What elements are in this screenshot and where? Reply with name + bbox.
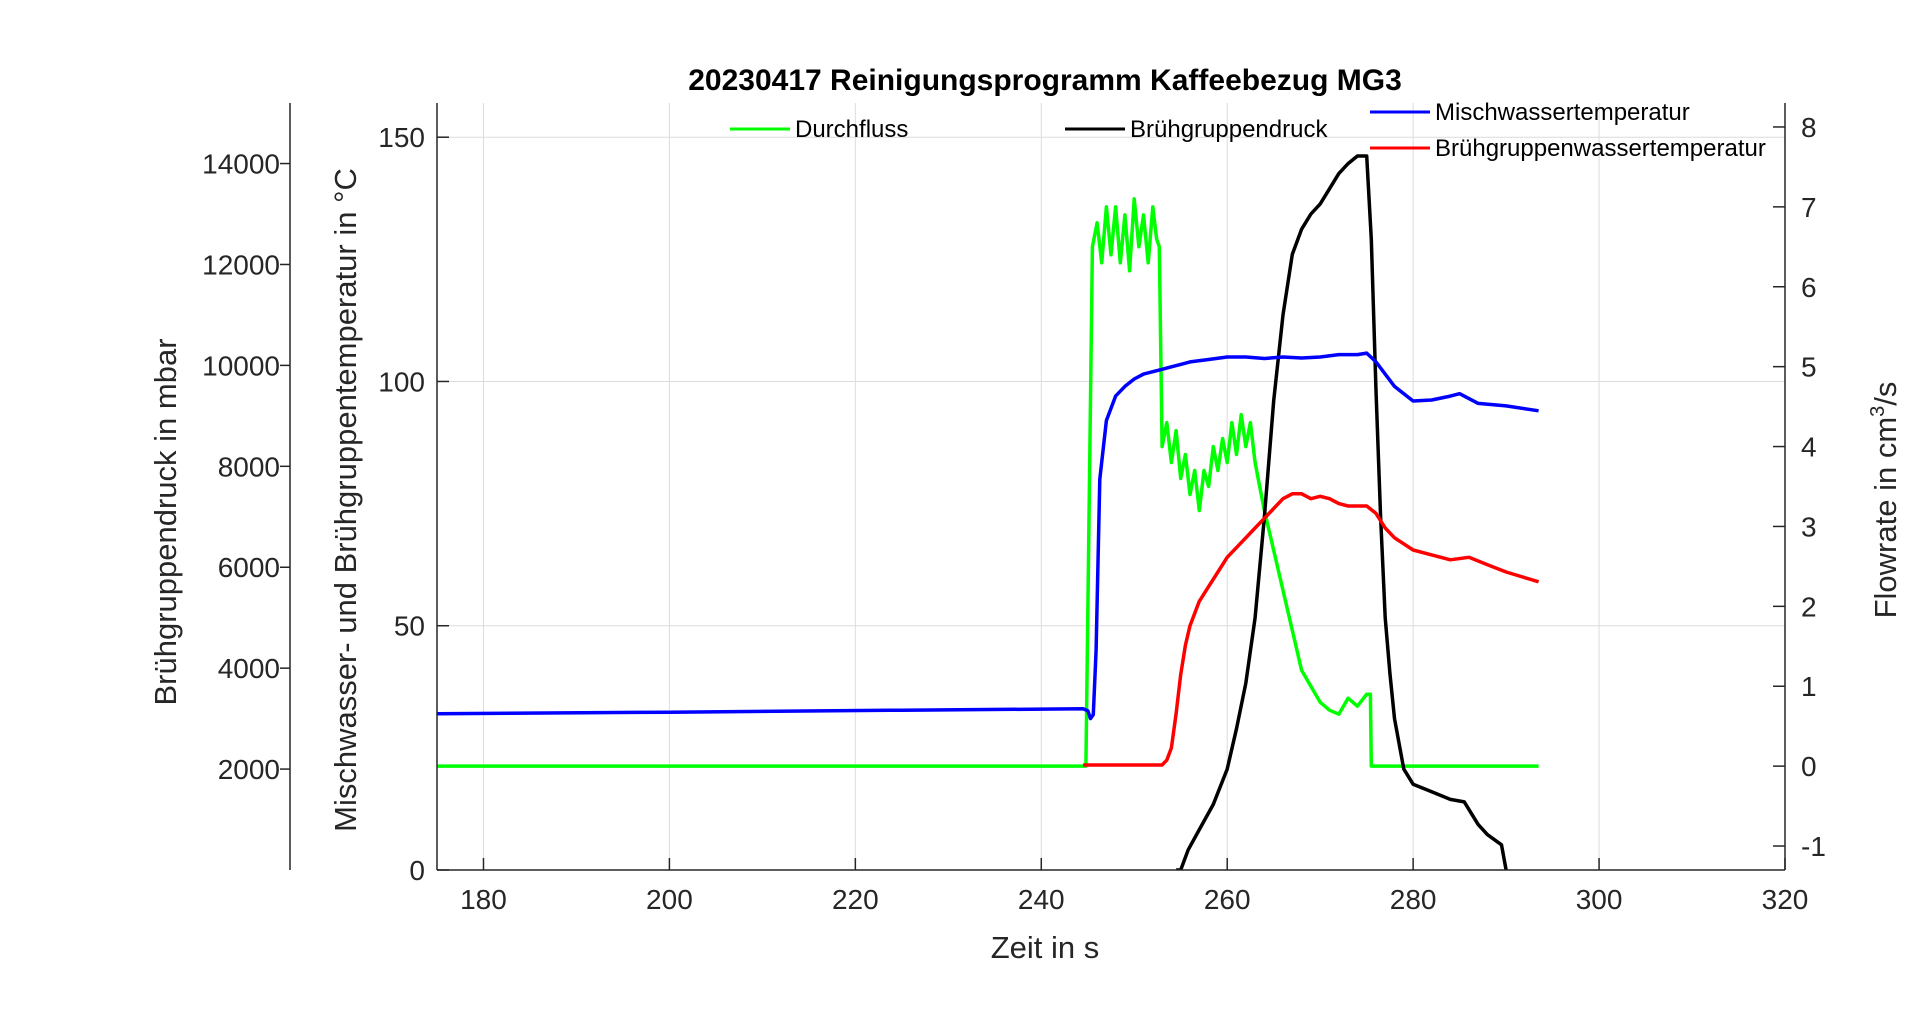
left-y-tick-label: 10000 [202,350,280,381]
left-y-tick-label: 14000 [202,149,280,180]
left-y-tick-label: 2000 [218,754,280,785]
series-line-bruehgruppendruck [1176,154,1508,870]
x-tick-label: 260 [1204,884,1251,915]
right-axis-label-suffix: /s [1868,382,1903,406]
legend-label-bruehgruppendruck: Brühgruppendruck [1130,116,1328,143]
middle-y-tick-label: 150 [378,122,425,153]
right-y-tick-label: 4 [1801,432,1817,463]
left-y-tick-label: 8000 [218,451,280,482]
grid-lines [437,103,1785,870]
x-axis-label: Zeit in s [991,930,1100,965]
right-y-tick-label: 1 [1801,671,1817,702]
series-lines [437,154,1540,870]
right-y-tick-label: 8 [1801,112,1817,143]
middle-axis-label: Mischwasser- und Brühgruppentemperatur i… [328,168,363,832]
series-line-bruehgruppenwassertemperatur [1083,492,1540,767]
right-y-tick-label: 7 [1801,192,1817,223]
right-axis-label-superscript: 3 [1867,406,1889,417]
series-line-mischwassertemperatur [437,351,1539,721]
legend: Durchfluss Brühgruppendruck Mischwassert… [730,99,1766,162]
left-y-tick-label: 12000 [202,249,280,280]
axes: 180 200 220 240 260 280 300 320 0 50 100 150 -1 0 1 2 3 4… [202,103,1826,915]
right-axis-label-prefix: Flowrate in cm [1868,417,1903,619]
plot-area [437,103,1785,870]
x-tick-label: 280 [1390,884,1437,915]
right-axis-label: Flowrate in cm3/s [1867,382,1903,619]
x-tick-label: 220 [832,884,879,915]
right-y-tick-label: 6 [1801,272,1817,303]
middle-y-tick-label: 0 [409,855,425,886]
legend-label-mischwassertemperatur: Mischwassertemperatur [1435,99,1690,126]
x-tick-label: 180 [460,884,507,915]
right-y-tick-label: 3 [1801,511,1817,542]
middle-y-tick-label: 50 [394,611,425,642]
chart-title: 20230417 Reinigungsprogramm Kaffeebezug … [688,64,1402,97]
right-y-tick-label: 5 [1801,352,1817,383]
right-y-tick-label: 2 [1801,591,1817,622]
left-y-tick-label: 4000 [218,653,280,684]
x-tick-label: 200 [646,884,693,915]
x-tick-label: 320 [1762,884,1809,915]
series-line-durchfluss [437,197,1539,768]
x-tick-label: 240 [1018,884,1065,915]
left-y-tick-label: 6000 [218,552,280,583]
right-y-tick-label: 0 [1801,751,1817,782]
legend-label-bruehgruppenwassertemperatur: Brühgruppenwassertemperatur [1435,135,1766,162]
middle-y-tick-label: 100 [378,366,425,397]
x-tick-label: 300 [1576,884,1623,915]
legend-label-durchfluss: Durchfluss [795,116,908,143]
left-axis-label: Brühgruppendruck in mbar [148,338,183,705]
right-y-tick-label: -1 [1801,831,1826,862]
